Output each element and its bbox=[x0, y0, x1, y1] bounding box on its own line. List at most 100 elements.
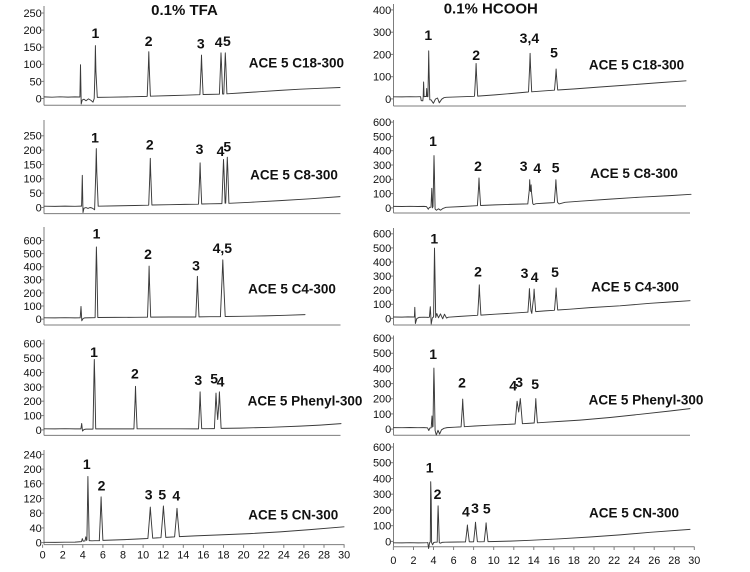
svg-text:24: 24 bbox=[628, 555, 640, 567]
svg-text:100: 100 bbox=[23, 301, 41, 313]
svg-text:600: 600 bbox=[373, 442, 391, 454]
svg-text:0: 0 bbox=[385, 424, 391, 436]
svg-text:0.1% HCOOH: 0.1% HCOOH bbox=[444, 0, 538, 17]
svg-text:100: 100 bbox=[373, 409, 391, 421]
svg-text:ACE 5 CN-300: ACE 5 CN-300 bbox=[248, 507, 338, 522]
svg-text:250: 250 bbox=[23, 8, 41, 20]
svg-text:2: 2 bbox=[410, 555, 416, 567]
svg-text:100: 100 bbox=[23, 59, 41, 71]
svg-text:26: 26 bbox=[648, 555, 660, 567]
svg-text:200: 200 bbox=[373, 174, 391, 186]
svg-text:4: 4 bbox=[80, 549, 86, 561]
svg-text:14: 14 bbox=[177, 549, 189, 561]
svg-text:0: 0 bbox=[385, 94, 391, 106]
svg-text:ACE 5 C18-300: ACE 5 C18-300 bbox=[249, 56, 344, 71]
svg-text:600: 600 bbox=[373, 229, 391, 241]
svg-text:500: 500 bbox=[23, 249, 41, 261]
svg-text:18: 18 bbox=[217, 549, 229, 561]
svg-text:300: 300 bbox=[373, 160, 391, 172]
svg-text:200: 200 bbox=[23, 464, 41, 476]
svg-text:5: 5 bbox=[531, 376, 539, 392]
svg-text:5: 5 bbox=[551, 264, 559, 280]
svg-text:ACE 5 C4-300: ACE 5 C4-300 bbox=[248, 281, 336, 296]
svg-text:4: 4 bbox=[215, 34, 223, 50]
svg-text:2: 2 bbox=[458, 375, 466, 391]
svg-text:0: 0 bbox=[40, 549, 46, 561]
svg-text:3: 3 bbox=[471, 500, 479, 516]
svg-text:4: 4 bbox=[509, 378, 517, 394]
svg-text:50: 50 bbox=[30, 76, 42, 88]
svg-text:500: 500 bbox=[23, 353, 41, 365]
svg-text:20: 20 bbox=[238, 549, 250, 561]
svg-text:200: 200 bbox=[23, 25, 41, 37]
svg-text:300: 300 bbox=[23, 275, 41, 287]
svg-text:5: 5 bbox=[223, 33, 231, 49]
svg-text:10: 10 bbox=[137, 549, 149, 561]
svg-text:500: 500 bbox=[373, 348, 391, 360]
svg-text:1: 1 bbox=[429, 346, 437, 362]
svg-text:240: 240 bbox=[23, 449, 41, 461]
svg-text:0: 0 bbox=[36, 425, 42, 437]
svg-text:30: 30 bbox=[338, 549, 350, 561]
svg-text:0: 0 bbox=[385, 313, 391, 325]
svg-text:200: 200 bbox=[373, 285, 391, 297]
svg-text:50: 50 bbox=[30, 188, 42, 200]
svg-text:2: 2 bbox=[474, 158, 482, 174]
svg-text:200: 200 bbox=[23, 396, 41, 408]
svg-text:5: 5 bbox=[158, 487, 166, 503]
svg-text:0: 0 bbox=[385, 203, 391, 215]
svg-text:40: 40 bbox=[30, 523, 42, 535]
svg-text:200: 200 bbox=[23, 288, 41, 300]
svg-text:100: 100 bbox=[373, 189, 391, 201]
svg-text:5: 5 bbox=[552, 159, 560, 175]
svg-text:600: 600 bbox=[23, 235, 41, 247]
svg-text:4: 4 bbox=[462, 503, 470, 519]
svg-text:3: 3 bbox=[515, 374, 523, 390]
svg-text:30: 30 bbox=[688, 555, 700, 567]
svg-text:100: 100 bbox=[373, 521, 391, 533]
svg-text:600: 600 bbox=[373, 117, 391, 129]
svg-text:1: 1 bbox=[90, 344, 98, 360]
svg-text:16: 16 bbox=[197, 549, 209, 561]
svg-text:200: 200 bbox=[373, 394, 391, 406]
svg-text:26: 26 bbox=[298, 549, 310, 561]
svg-text:400: 400 bbox=[23, 367, 41, 379]
svg-text:8: 8 bbox=[120, 549, 126, 561]
svg-text:ACE 5 C8-300: ACE 5 C8-300 bbox=[590, 166, 678, 181]
svg-text:2: 2 bbox=[60, 549, 66, 561]
svg-text:6: 6 bbox=[100, 549, 106, 561]
svg-text:8: 8 bbox=[471, 555, 477, 567]
svg-text:200: 200 bbox=[23, 145, 41, 157]
svg-text:150: 150 bbox=[23, 159, 41, 171]
svg-text:100: 100 bbox=[373, 299, 391, 311]
svg-text:24: 24 bbox=[278, 549, 290, 561]
svg-text:5: 5 bbox=[550, 45, 558, 61]
svg-text:400: 400 bbox=[373, 257, 391, 269]
svg-text:16: 16 bbox=[548, 555, 560, 567]
svg-text:28: 28 bbox=[318, 549, 330, 561]
svg-text:2: 2 bbox=[98, 478, 106, 494]
svg-text:4,5: 4,5 bbox=[213, 240, 233, 256]
svg-text:3: 3 bbox=[194, 372, 202, 388]
svg-text:0: 0 bbox=[36, 202, 42, 214]
svg-text:2: 2 bbox=[434, 486, 442, 502]
svg-text:0: 0 bbox=[36, 314, 42, 326]
svg-text:3: 3 bbox=[521, 265, 529, 281]
svg-text:400: 400 bbox=[23, 262, 41, 274]
svg-text:3,4: 3,4 bbox=[520, 30, 540, 46]
svg-text:150: 150 bbox=[23, 42, 41, 54]
svg-text:3: 3 bbox=[520, 158, 528, 174]
svg-text:ACE 5 CN-300: ACE 5 CN-300 bbox=[589, 505, 679, 520]
svg-text:600: 600 bbox=[23, 339, 41, 351]
svg-text:ACE 5 Phenyl-300: ACE 5 Phenyl-300 bbox=[589, 392, 704, 407]
svg-text:300: 300 bbox=[373, 489, 391, 501]
svg-text:4: 4 bbox=[430, 555, 436, 567]
svg-text:6: 6 bbox=[451, 555, 457, 567]
svg-text:0: 0 bbox=[385, 536, 391, 548]
svg-text:250: 250 bbox=[23, 131, 41, 143]
svg-text:2: 2 bbox=[474, 264, 482, 280]
svg-text:4: 4 bbox=[217, 143, 225, 159]
svg-text:ACE 5 C18-300: ACE 5 C18-300 bbox=[589, 57, 684, 72]
svg-text:100: 100 bbox=[373, 72, 391, 84]
svg-text:4: 4 bbox=[172, 488, 180, 504]
